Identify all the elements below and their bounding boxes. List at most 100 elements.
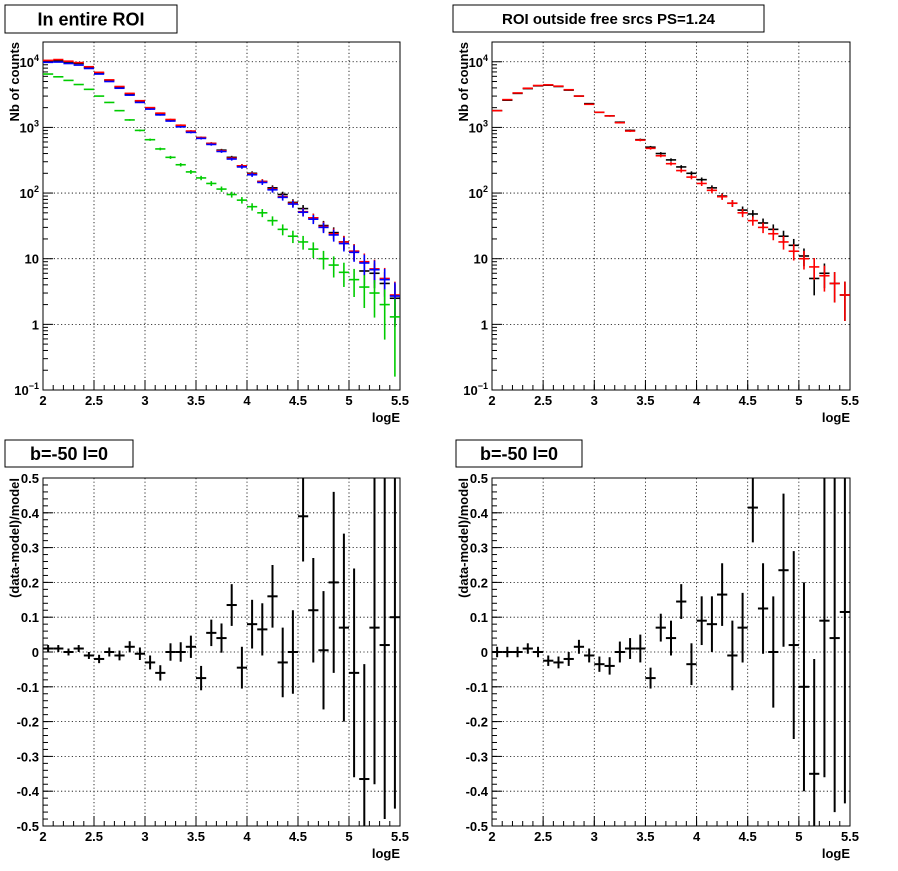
y-tick-label: 0.2 bbox=[470, 575, 488, 590]
data-point bbox=[216, 186, 227, 192]
chart-panel-4: 2 2.5 3 3.5 4 4.5 5 5.5 -0.5 -0.4 -0.3 -0.2 -0.1 0 0.1… bbox=[455, 439, 859, 861]
y-tick-label: 0 bbox=[32, 645, 39, 660]
data-point bbox=[185, 170, 196, 174]
x-tick-label: 2.5 bbox=[534, 393, 552, 408]
residual-point bbox=[267, 565, 278, 628]
data-point bbox=[717, 193, 728, 200]
residual-point bbox=[502, 646, 513, 658]
data-point bbox=[338, 262, 349, 287]
residual-point bbox=[839, 478, 850, 804]
data-point bbox=[532, 84, 544, 87]
data-point bbox=[349, 268, 360, 298]
x-axis-title: logE bbox=[822, 846, 850, 861]
residual-point bbox=[737, 592, 748, 663]
y-tick-label: 10−1 bbox=[14, 381, 39, 398]
y-tick-label: 1 bbox=[32, 317, 39, 332]
data-point bbox=[645, 147, 656, 150]
data-point bbox=[328, 229, 339, 242]
residual-point bbox=[778, 493, 789, 647]
x-tick-label: 5 bbox=[345, 393, 352, 408]
data-point bbox=[706, 187, 718, 194]
y-tick-label: -0.2 bbox=[466, 715, 488, 730]
residual-point bbox=[706, 596, 718, 652]
residual-point bbox=[819, 478, 830, 778]
y-tick-label: 0.2 bbox=[21, 575, 39, 590]
x-axis-title: logE bbox=[372, 410, 400, 425]
data-point bbox=[104, 80, 115, 83]
y-axis-title: (data-model)/model bbox=[7, 478, 22, 598]
x-tick-label: 4.5 bbox=[289, 829, 307, 844]
residual-point bbox=[338, 533, 349, 722]
y-tick-label: 0 bbox=[481, 645, 488, 660]
data-layer bbox=[492, 478, 850, 826]
data-point bbox=[63, 62, 74, 65]
y-tick-label: 10 bbox=[25, 252, 39, 267]
y-tick-label: -0.4 bbox=[17, 784, 40, 799]
series-3 bbox=[43, 61, 400, 323]
y-tick-label: 1 bbox=[481, 317, 488, 332]
data-point bbox=[839, 281, 850, 321]
data-point bbox=[349, 245, 360, 262]
x-tick-label: 2.5 bbox=[85, 829, 103, 844]
data-point bbox=[543, 84, 554, 86]
data-point bbox=[53, 60, 64, 62]
residual-point bbox=[236, 646, 247, 689]
residual-point bbox=[63, 648, 74, 656]
data-point bbox=[196, 137, 207, 140]
data-layer bbox=[43, 58, 400, 377]
plot-frame bbox=[42, 41, 401, 391]
residual-point bbox=[696, 596, 707, 646]
residual-point bbox=[287, 610, 298, 694]
x-axis-title: logE bbox=[372, 846, 400, 861]
data-point bbox=[359, 254, 370, 275]
plot-frame bbox=[491, 41, 851, 391]
data-point bbox=[104, 101, 115, 104]
residual-point bbox=[594, 656, 605, 672]
residual-point bbox=[308, 558, 319, 663]
data-point bbox=[165, 120, 176, 122]
data-point bbox=[145, 108, 156, 110]
residual-point bbox=[298, 478, 309, 562]
x-tick-label: 3 bbox=[141, 393, 148, 408]
x-tick-label: 4.5 bbox=[739, 393, 757, 408]
data-point bbox=[124, 92, 135, 95]
residual-point bbox=[83, 652, 94, 659]
residual-point bbox=[624, 638, 636, 659]
y-tick-label: 103 bbox=[20, 118, 39, 135]
y-tick-label: 10−1 bbox=[463, 381, 488, 398]
data-point bbox=[63, 79, 74, 82]
y-tick-label: -0.2 bbox=[17, 715, 39, 730]
data-point bbox=[53, 61, 64, 63]
data-point bbox=[308, 214, 319, 225]
residual-series bbox=[492, 478, 850, 826]
data-point bbox=[94, 71, 105, 74]
chart-title: In entire ROI bbox=[37, 9, 144, 29]
data-point bbox=[768, 228, 779, 241]
residual-point bbox=[492, 646, 503, 658]
data-point bbox=[563, 88, 574, 91]
data-point bbox=[155, 147, 166, 151]
y-tick-label: 0.1 bbox=[21, 610, 39, 625]
residual-point bbox=[655, 613, 666, 642]
residual-point bbox=[73, 645, 84, 652]
data-point bbox=[43, 59, 54, 62]
data-point bbox=[502, 98, 513, 101]
residual-point bbox=[257, 603, 268, 656]
data-point bbox=[175, 124, 186, 127]
y-tick-label: 104 bbox=[469, 53, 488, 70]
residual-series bbox=[43, 478, 400, 826]
data-point bbox=[165, 155, 176, 159]
data-point bbox=[308, 242, 319, 258]
data-point bbox=[196, 175, 207, 181]
data-point bbox=[573, 95, 585, 97]
x-tick-label: 5 bbox=[345, 829, 352, 844]
x-tick-label: 4 bbox=[243, 393, 251, 408]
y-tick-label: 10 bbox=[474, 252, 488, 267]
data-point bbox=[83, 65, 94, 68]
residual-point bbox=[665, 620, 677, 656]
data-point bbox=[226, 191, 237, 198]
data-point bbox=[676, 165, 687, 169]
data-point bbox=[63, 60, 74, 62]
x-tick-label: 4 bbox=[243, 829, 251, 844]
residual-point bbox=[175, 642, 186, 662]
